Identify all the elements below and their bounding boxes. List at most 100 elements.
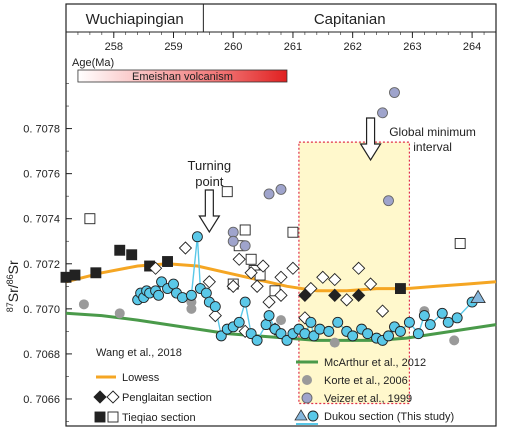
global-minimum-label: Global minimum [389, 125, 476, 139]
dukou-point [383, 330, 394, 342]
dukou-point [281, 334, 293, 346]
penglaitan-point-open [352, 261, 366, 275]
dukou-point [362, 328, 374, 340]
veizer-point [275, 183, 287, 195]
tieqiao-point-open [454, 238, 466, 249]
tieqiao-point-filled [126, 249, 138, 261]
dukou-point [200, 287, 212, 299]
tieqiao-point-filled [114, 244, 126, 256]
x-tick-label: 259 [164, 41, 182, 53]
y-axis-label: 87Sr/86Sr [5, 260, 21, 312]
dukou-point [233, 316, 245, 328]
plot-frame [65, 3, 497, 427]
veizer-point [227, 226, 239, 238]
x-axis-label: Age(Ma) [72, 57, 114, 69]
y-axis-label-text: 87Sr/86Sr [5, 260, 21, 312]
y-tick-label: 0. 7066 [23, 394, 60, 406]
y-tick-label: 0. 7068 [23, 349, 60, 361]
korte-point [329, 337, 340, 348]
legend-mcarthur-label: McArthur et al., 2012 [324, 357, 426, 369]
penglaitan-point-filled [328, 288, 342, 302]
legend-korte-label: Korte et al., 2006 [324, 375, 408, 387]
legend-tieqiao-filled [94, 411, 106, 423]
tieqiao-point-open [239, 224, 251, 236]
penglaitan-point-open [363, 277, 378, 291]
penglaitan-point-open [375, 304, 390, 318]
penglaitan-point-open [328, 272, 342, 287]
tieqiao-point-open [84, 213, 96, 225]
korte-point [186, 303, 197, 314]
legend-dukou-circle [307, 410, 319, 422]
penglaitan-point-open [304, 281, 318, 296]
tieqiao-point-filled [60, 271, 72, 283]
x-tick-label: 264 [463, 41, 481, 53]
penglaitan-point-open [340, 293, 354, 307]
penglaitan-point-open [274, 270, 288, 284]
y-label-part: Sr [5, 260, 21, 274]
penglaitan-point-filled [352, 288, 366, 302]
dukou-point [245, 328, 257, 340]
penglaitan-point-open [226, 279, 240, 293]
turning-point-label: Turning [188, 158, 232, 173]
dukou-point [305, 316, 317, 328]
penglaitan-point-open [316, 270, 330, 284]
x-tick-label: 260 [224, 41, 242, 53]
tieqiao-point-open [245, 253, 257, 265]
stage-label: Capitanian [314, 11, 386, 28]
legend-penglaitan-filled [93, 390, 107, 404]
penglaitan-point-open [256, 259, 270, 273]
y-tick-label: 0. 7078 [23, 124, 60, 136]
dukou-triangle-point [470, 289, 486, 304]
legend-lowess-label: Lowess [122, 372, 160, 384]
veizer-point [389, 87, 400, 98]
dukou-point [436, 307, 448, 319]
dukou-point [347, 330, 359, 342]
legend-korte-swatch [302, 375, 312, 385]
stage-label: Wuchiapingian [86, 11, 184, 28]
dukou-point [451, 312, 463, 324]
dukou-point [185, 289, 197, 301]
dukou-point [299, 328, 311, 340]
y-label-part: 86 [5, 274, 15, 284]
x-tick-label: 262 [343, 41, 361, 53]
dukou-point [403, 316, 415, 328]
turning-point-label: point [195, 174, 224, 189]
dukou-point [191, 231, 203, 243]
dukou-point [275, 328, 287, 340]
dukou-point [263, 310, 275, 322]
dukou-point [308, 330, 320, 342]
korte-point [276, 315, 286, 326]
volcanism-label: Emeishan volcanism [132, 71, 233, 83]
legend-tieqiao-open [107, 411, 119, 423]
y-tick-label: 0. 7076 [23, 169, 60, 181]
dukou-point [153, 289, 165, 301]
dukou-point [209, 301, 221, 313]
veizer-point [239, 240, 251, 252]
y-tick-label: 0. 7072 [23, 259, 60, 271]
tieqiao-point-open [287, 226, 299, 238]
legend-tieqiao-label: Tieqiao section [122, 412, 196, 424]
dukou-point [323, 325, 335, 337]
dukou-point [260, 319, 272, 331]
penglaitan-point-open [244, 266, 258, 280]
x-tick-label: 263 [403, 41, 421, 53]
y-tick-label: 0. 7070 [23, 304, 60, 316]
dukou-point [239, 296, 251, 308]
tieqiao-point-open [221, 186, 233, 198]
volcanism-bar [77, 69, 288, 83]
korte-point [78, 299, 89, 310]
y-label-part: 87 [5, 302, 15, 312]
legend-veizer-label: Veizer et al., 1999 [324, 393, 412, 405]
legend-title: Wang et al., 2018 [96, 347, 182, 359]
penglaitan-point-open [148, 261, 163, 275]
penglaitan-point-filled [298, 288, 312, 302]
dukou-point [177, 292, 188, 304]
x-tick-label: 261 [284, 41, 302, 53]
dukou-point [314, 323, 326, 335]
legend-dukou-label: Dukou section (This study) [324, 411, 454, 423]
veizer-point [263, 188, 275, 200]
korte-point [449, 335, 460, 346]
legend-penglaitan-open [106, 390, 120, 404]
global-minimum-arrow [359, 117, 382, 162]
